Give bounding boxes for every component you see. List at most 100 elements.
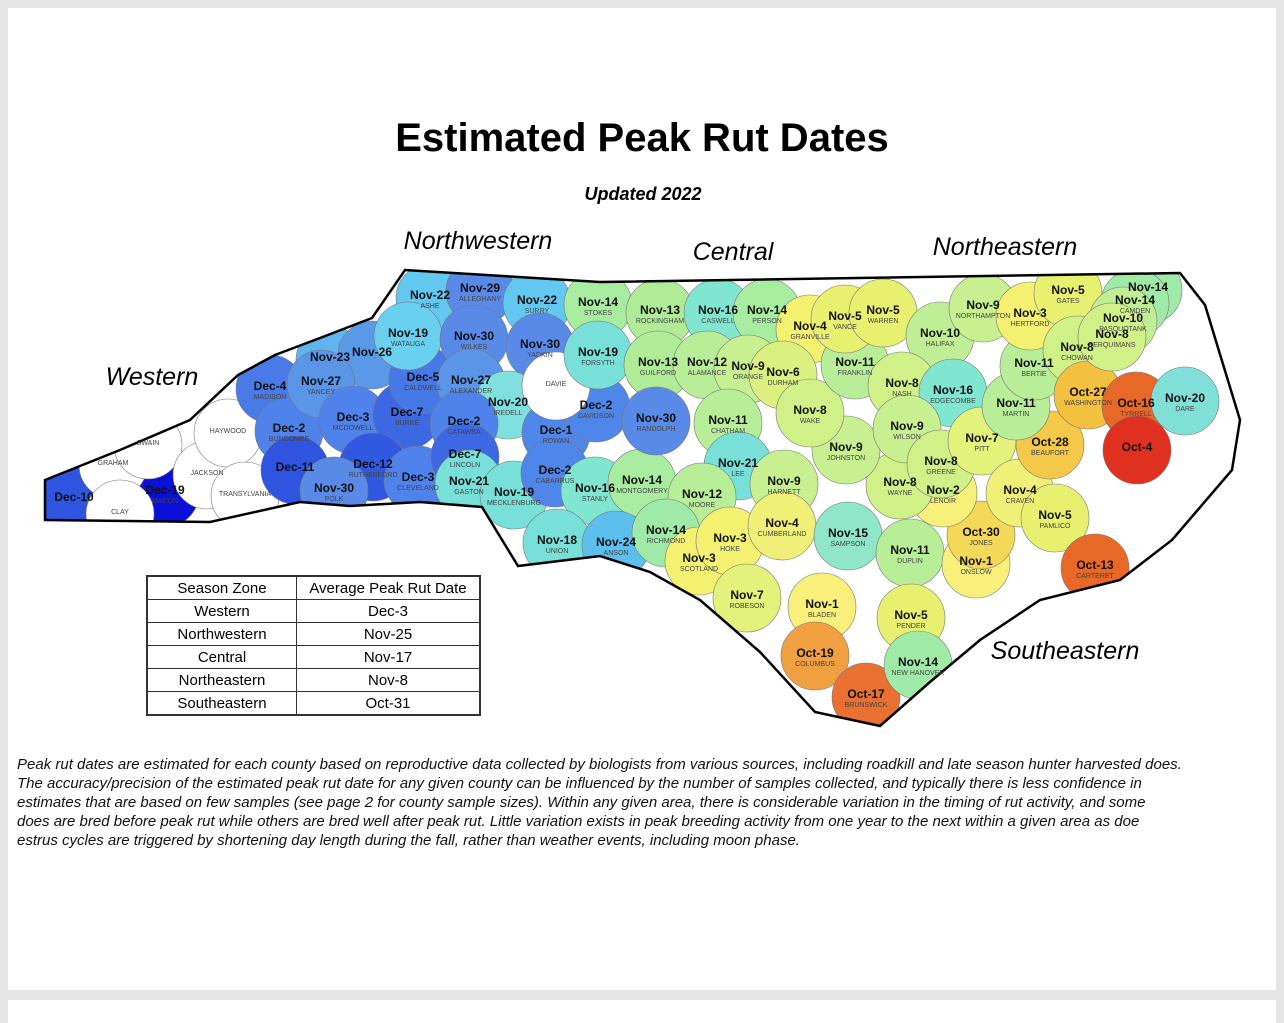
county-name: RICHMOND xyxy=(647,538,686,545)
county-name: LENOIR xyxy=(930,498,956,505)
county-date: Nov-11 xyxy=(708,413,748,427)
county-name: JONES xyxy=(969,540,993,547)
county-name: CAMDEN xyxy=(1120,308,1150,315)
table-row: Southeastern Oct-31 xyxy=(146,691,481,716)
county-name: CRAVEN xyxy=(1006,498,1035,505)
county-date: Nov-13 xyxy=(640,303,680,317)
county-name: BURKE xyxy=(395,420,419,427)
county-name: ANSON xyxy=(604,550,629,557)
county-date: Nov-5 xyxy=(866,303,900,317)
county-date: Dec-7 xyxy=(391,405,424,419)
county-date: Oct-30 xyxy=(962,525,1000,539)
county-name: DUPLIN xyxy=(897,558,923,565)
county-name: PAMLICO xyxy=(1040,523,1072,530)
county-date: Nov-11 xyxy=(890,543,930,557)
note-line: does are bred before peak rut while othe… xyxy=(17,813,1140,830)
county-name: PASQUOTANK xyxy=(1099,326,1147,333)
county-name: VANCE xyxy=(833,324,857,331)
county-name: HERTFORD xyxy=(1011,321,1050,328)
county-name: SWAIN xyxy=(137,440,160,447)
county-date: Nov-10 xyxy=(1103,311,1143,325)
county-date: Oct-19 xyxy=(796,646,834,660)
county-area xyxy=(712,563,782,633)
county-name: WAYNE xyxy=(888,490,913,497)
county-date: Nov-19 xyxy=(388,326,428,340)
table-row: Northeastern Nov-8 xyxy=(146,668,481,692)
county-date: Oct-16 xyxy=(1117,396,1155,410)
county-name: MECKLENBURG xyxy=(487,500,541,507)
county-name: BUNCOMBE xyxy=(269,436,310,443)
county-date: Nov-18 xyxy=(537,533,577,547)
county-date: Nov-8 xyxy=(883,475,917,489)
table-row: Northwestern Nov-25 xyxy=(146,622,481,646)
region-label: Northwestern xyxy=(404,227,553,255)
county-date: Nov-14 xyxy=(646,523,686,537)
county-name: STANLY xyxy=(582,496,609,503)
county-name: RANDOLPH xyxy=(637,426,676,433)
county-name: ORANGE xyxy=(733,374,764,381)
county-name: HARNETT xyxy=(767,489,801,496)
county-name: LINCOLN xyxy=(450,462,480,469)
county-date: Nov-22 xyxy=(517,293,557,307)
county-name: ASHE xyxy=(420,303,439,310)
county-name: NORTHAMPTON xyxy=(956,313,1011,320)
county-name: EDGECOMBE xyxy=(930,398,976,405)
county-name: WAKE xyxy=(800,418,821,425)
county-name: DURHAM xyxy=(768,380,799,387)
county-name: YADKIN xyxy=(527,352,553,359)
county-date: Dec-10 xyxy=(54,490,94,504)
county-name: STOKES xyxy=(584,310,613,317)
county-name: BRUNSWICK xyxy=(845,702,888,709)
county-date: Nov-14 xyxy=(1128,280,1168,294)
county-date: Nov-14 xyxy=(747,303,787,317)
county-date: Nov-30 xyxy=(636,411,676,425)
county-name: UNION xyxy=(546,548,569,555)
county-date: Nov-16 xyxy=(933,383,973,397)
county-name: HOKE xyxy=(720,546,740,553)
header-cell: Average Peak Rut Date xyxy=(296,575,481,600)
table-cell: Nov-17 xyxy=(296,645,481,669)
county-date: Nov-7 xyxy=(730,588,764,602)
county-date: Nov-19 xyxy=(494,485,534,499)
county-date: Nov-1 xyxy=(959,554,993,568)
county-date: Nov-5 xyxy=(1038,508,1072,522)
note-line: Peak rut dates are estimated for each co… xyxy=(17,756,1182,773)
county-area xyxy=(1102,415,1172,485)
county-name: TYRRELL xyxy=(1120,411,1152,418)
county-date: Nov-8 xyxy=(924,454,958,468)
table-body: Western Dec-3 Northwestern Nov-25 Central Nov… xyxy=(146,599,481,716)
county-date: Nov-20 xyxy=(488,395,528,409)
header-cell: Season Zone xyxy=(146,575,297,600)
county-date: Nov-8 xyxy=(793,403,827,417)
county-date: Dec-12 xyxy=(353,457,393,471)
county-name: MOORE xyxy=(689,502,716,509)
county-name: SAMPSON xyxy=(830,541,865,548)
region-label: Western xyxy=(106,363,199,391)
county-date: Nov-9 xyxy=(829,440,863,454)
zone-table: Season Zone Average Peak Rut Date Western… xyxy=(146,575,481,716)
table-cell: Oct-31 xyxy=(296,691,481,716)
county-name: LEE xyxy=(731,471,745,478)
county-area xyxy=(780,621,850,691)
county-date: Nov-4 xyxy=(765,516,799,530)
county-date: Nov-1 xyxy=(805,597,839,611)
table-row: Central Nov-17 xyxy=(146,645,481,669)
county-name: SCOTLAND xyxy=(680,566,718,573)
county-name: PITT xyxy=(974,446,990,453)
county-name: DARE xyxy=(1175,406,1195,413)
county-name: CHOWAN xyxy=(1061,355,1093,362)
county-date: Nov-2 xyxy=(926,483,960,497)
county-name: SURRY xyxy=(525,308,550,315)
county-area xyxy=(775,378,845,448)
county-name: NEW HANOVER xyxy=(892,670,945,677)
county-date: Dec-3 xyxy=(402,470,435,484)
county-date: Nov-24 xyxy=(596,535,636,549)
county-name: ALAMANCE xyxy=(688,370,727,377)
county-date: Nov-20 xyxy=(1165,391,1205,405)
county-name: MARTIN xyxy=(1003,411,1030,418)
county-date: Dec-2 xyxy=(580,398,613,412)
county-date: Oct-17 xyxy=(847,687,885,701)
county-name: WILKES xyxy=(461,344,488,351)
table-cell: Nov-25 xyxy=(296,622,481,646)
county-date: Dec-2 xyxy=(273,421,306,435)
